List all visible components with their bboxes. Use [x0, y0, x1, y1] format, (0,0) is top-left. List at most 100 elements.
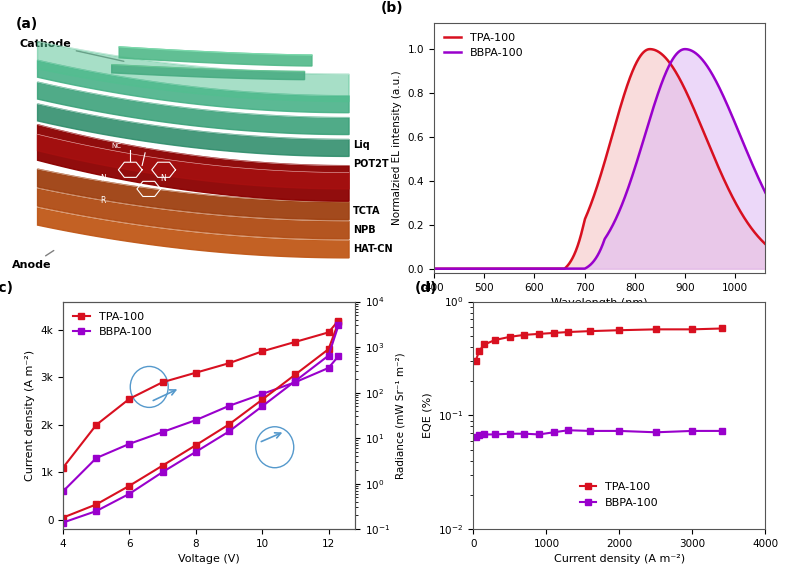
BBPA-100 — [687, 427, 697, 434]
BBPA-100 — [615, 427, 624, 434]
TPA-100 — [447, 265, 457, 272]
BBPA-100 — [680, 46, 690, 52]
BBPA-100 — [491, 431, 500, 438]
TPA-100 — [323, 329, 333, 336]
Legend: TPA-100, BBPA-100: TPA-100, BBPA-100 — [69, 307, 157, 341]
BBPA-100 — [480, 431, 489, 438]
BBPA-100 — [158, 428, 167, 435]
Polygon shape — [38, 125, 349, 201]
Text: R: R — [100, 196, 106, 205]
BBPA-100 — [549, 429, 559, 436]
Legend: TPA-100, BBPA-100: TPA-100, BBPA-100 — [575, 478, 664, 512]
TPA-100 — [563, 329, 573, 336]
BBPA-100 — [58, 488, 68, 494]
Polygon shape — [112, 65, 305, 80]
X-axis label: Voltage (V): Voltage (V) — [178, 554, 240, 564]
BBPA-100 — [447, 265, 457, 272]
TPA-100 — [125, 395, 134, 402]
X-axis label: Current density (A m⁻²): Current density (A m⁻²) — [554, 554, 685, 564]
TPA-100 — [58, 464, 68, 471]
Line: BBPA-100: BBPA-100 — [473, 427, 724, 440]
Text: NPB: NPB — [353, 225, 376, 235]
Line: TPA-100: TPA-100 — [60, 318, 342, 471]
TPA-100 — [645, 46, 655, 52]
BBPA-100 — [471, 433, 481, 440]
BBPA-100 — [334, 353, 343, 360]
Polygon shape — [38, 188, 349, 239]
Polygon shape — [38, 82, 349, 134]
Polygon shape — [38, 42, 349, 101]
BBPA-100 — [323, 365, 333, 372]
BBPA-100 — [224, 402, 234, 409]
TPA-100 — [716, 325, 726, 332]
Text: CN: CN — [145, 143, 155, 149]
BBPA-100 — [257, 390, 267, 397]
TPA-100 — [615, 327, 624, 333]
Text: (b): (b) — [381, 1, 403, 15]
TPA-100 — [158, 379, 167, 386]
BBPA-100 — [125, 440, 134, 447]
BBPA-100 — [771, 208, 780, 215]
Legend: TPA-100, BBPA-100: TPA-100, BBPA-100 — [439, 28, 528, 63]
TPA-100 — [191, 369, 200, 376]
BBPA-100 — [92, 455, 101, 461]
BBPA-100 — [563, 427, 573, 434]
TPA-100 — [257, 348, 267, 355]
Polygon shape — [119, 47, 312, 66]
TPA-100 — [780, 254, 789, 261]
TPA-100 — [600, 158, 610, 164]
TPA-100 — [92, 422, 101, 428]
Text: Cathode: Cathode — [19, 39, 124, 61]
Text: (d): (d) — [415, 281, 438, 295]
TPA-100 — [549, 329, 559, 336]
TPA-100 — [290, 339, 300, 345]
TPA-100 — [224, 360, 234, 366]
TPA-100 — [771, 249, 780, 255]
TPA-100 — [474, 347, 484, 354]
Text: (c): (c) — [0, 281, 14, 295]
Line: TPA-100: TPA-100 — [473, 325, 724, 364]
BBPA-100 — [600, 236, 610, 242]
BBPA-100 — [716, 427, 726, 434]
TPA-100 — [585, 328, 595, 335]
Polygon shape — [38, 207, 349, 258]
Line: BBPA-100: BBPA-100 — [60, 353, 342, 494]
TPA-100 — [771, 249, 780, 255]
Y-axis label: Radiance (mW Sr⁻¹ m⁻²): Radiance (mW Sr⁻¹ m⁻²) — [396, 352, 406, 479]
TPA-100 — [687, 326, 697, 333]
BBPA-100 — [706, 68, 716, 75]
Polygon shape — [38, 60, 349, 113]
BBPA-100 — [191, 417, 200, 423]
TPA-100 — [429, 265, 439, 272]
BBPA-100 — [591, 255, 600, 262]
Text: N: N — [100, 174, 107, 183]
TPA-100 — [706, 146, 716, 153]
TPA-100 — [591, 188, 600, 195]
BBPA-100 — [534, 431, 544, 438]
TPA-100 — [491, 336, 500, 343]
TPA-100 — [334, 317, 343, 324]
Text: Anode: Anode — [12, 250, 54, 270]
TPA-100 — [520, 331, 529, 338]
TPA-100 — [534, 331, 544, 337]
BBPA-100 — [585, 427, 595, 434]
BBPA-100 — [290, 379, 300, 386]
Text: HAT-CN: HAT-CN — [353, 244, 392, 254]
BBPA-100 — [429, 265, 439, 272]
Y-axis label: Current density (A m⁻²): Current density (A m⁻²) — [25, 350, 35, 481]
Text: POT2T: POT2T — [353, 159, 388, 170]
Text: N: N — [160, 174, 166, 183]
BBPA-100 — [771, 208, 780, 215]
Polygon shape — [38, 169, 349, 220]
TPA-100 — [651, 326, 660, 333]
TPA-100 — [471, 358, 481, 365]
Line: TPA-100: TPA-100 — [434, 49, 785, 269]
BBPA-100 — [651, 429, 660, 436]
BBPA-100 — [474, 432, 484, 439]
Polygon shape — [38, 104, 349, 156]
Text: (a): (a) — [15, 17, 38, 31]
Text: Liq: Liq — [353, 140, 369, 150]
Y-axis label: EQE (%): EQE (%) — [423, 393, 432, 438]
BBPA-100 — [505, 430, 514, 437]
TPA-100 — [505, 333, 514, 340]
